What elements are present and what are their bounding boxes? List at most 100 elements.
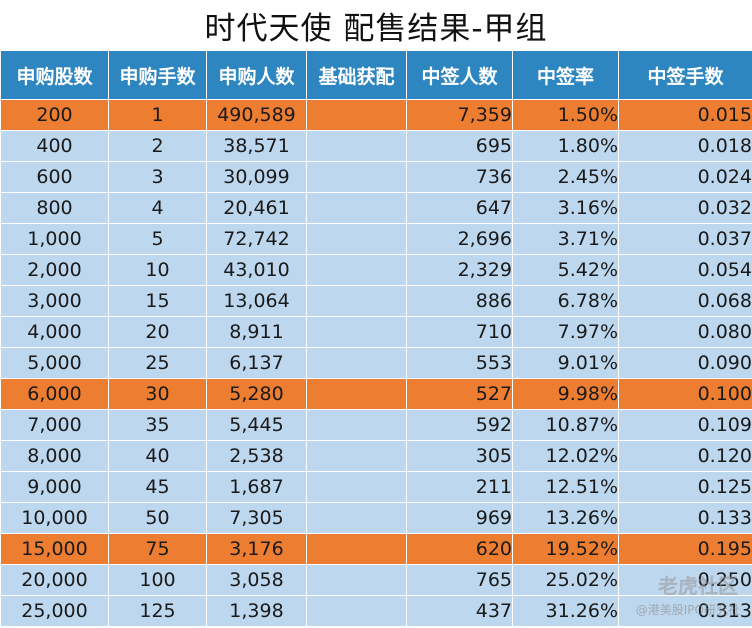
cell-applicants: 7,305 <box>206 502 307 534</box>
cell-base-allotment <box>306 130 407 162</box>
table-row: 15,000 75 3,176 620 19.52% 0.195 <box>0 533 752 565</box>
cell-shares: 9,000 <box>0 471 109 503</box>
cell-win-lots: 0.015 <box>618 99 752 131</box>
cell-win-lots: 0.120 <box>618 440 752 472</box>
cell-base-allotment <box>306 254 407 286</box>
watermark-logo-text: 老虎社区 <box>658 574 738 598</box>
cell-base-allotment <box>306 533 407 565</box>
cell-rate: 19.52% <box>512 533 619 565</box>
cell-applicants: 72,742 <box>206 223 307 255</box>
cell-shares: 1,000 <box>0 223 109 255</box>
cell-rate: 10.87% <box>512 409 619 441</box>
cell-base-allotment <box>306 595 407 627</box>
cell-lots: 40 <box>108 440 207 472</box>
cell-rate: 13.26% <box>512 502 619 534</box>
cell-rate: 1.50% <box>512 99 619 131</box>
cell-applicants: 2,538 <box>206 440 307 472</box>
cell-applicants: 6,137 <box>206 347 307 379</box>
cell-winners: 2,329 <box>406 254 513 286</box>
table-row: 1,000 5 72,742 2,696 3.71% 0.037 <box>0 223 752 255</box>
cell-lots: 50 <box>108 502 207 534</box>
cell-winners: 437 <box>406 595 513 627</box>
cell-win-lots: 0.018 <box>618 130 752 162</box>
header-applicants: 申购人数 <box>206 50 307 100</box>
cell-base-allotment <box>306 409 407 441</box>
table-row: 4,000 20 8,911 710 7.97% 0.080 <box>0 316 752 348</box>
cell-winners: 7,359 <box>406 99 513 131</box>
table-row: 600 3 30,099 736 2.45% 0.024 <box>0 161 752 193</box>
table-row: 400 2 38,571 695 1.80% 0.018 <box>0 130 752 162</box>
header-win-lots: 中签手数 <box>618 50 752 100</box>
cell-lots: 30 <box>108 378 207 410</box>
cell-lots: 15 <box>108 285 207 317</box>
cell-lots: 10 <box>108 254 207 286</box>
cell-win-lots: 0.054 <box>618 254 752 286</box>
cell-lots: 45 <box>108 471 207 503</box>
cell-base-allotment <box>306 471 407 503</box>
cell-base-allotment <box>306 223 407 255</box>
cell-rate: 9.01% <box>512 347 619 379</box>
table-row: 9,000 45 1,687 211 12.51% 0.125 <box>0 471 752 503</box>
cell-applicants: 20,461 <box>206 192 307 224</box>
cell-lots: 3 <box>108 161 207 193</box>
cell-win-lots: 0.250 <box>618 564 752 596</box>
cell-shares: 20,000 <box>0 564 109 596</box>
table-row: 800 4 20,461 647 3.16% 0.032 <box>0 192 752 224</box>
cell-shares: 2,000 <box>0 254 109 286</box>
cell-win-lots: 0.133 <box>618 502 752 534</box>
cell-base-allotment <box>306 285 407 317</box>
table-header-row: 申购股数 申购手数 申购人数 基础获配 中签人数 中签率 中签手数 <box>0 50 752 100</box>
cell-win-lots: 0.090 <box>618 347 752 379</box>
cell-winners: 736 <box>406 161 513 193</box>
cell-base-allotment <box>306 161 407 193</box>
cell-rate: 3.16% <box>512 192 619 224</box>
cell-winners: 527 <box>406 378 513 410</box>
cell-shares: 400 <box>0 130 109 162</box>
cell-rate: 12.02% <box>512 440 619 472</box>
cell-applicants: 1,687 <box>206 471 307 503</box>
cell-lots: 25 <box>108 347 207 379</box>
header-lots: 申购手数 <box>108 50 207 100</box>
cell-winners: 620 <box>406 533 513 565</box>
cell-base-allotment <box>306 502 407 534</box>
header-rate: 中签率 <box>512 50 619 100</box>
table-row: 3,000 15 13,064 886 6.78% 0.068 <box>0 285 752 317</box>
cell-rate: 2.45% <box>512 161 619 193</box>
cell-rate: 1.80% <box>512 130 619 162</box>
cell-win-lots: 0.195 <box>618 533 752 565</box>
cell-applicants: 490,589 <box>206 99 307 131</box>
cell-rate: 6.78% <box>512 285 619 317</box>
cell-lots: 35 <box>108 409 207 441</box>
cell-rate: 9.98% <box>512 378 619 410</box>
cell-shares: 25,000 <box>0 595 109 627</box>
cell-base-allotment <box>306 347 407 379</box>
cell-shares: 800 <box>0 192 109 224</box>
cell-win-lots: 0.080 <box>618 316 752 348</box>
cell-shares: 7,000 <box>0 409 109 441</box>
cell-applicants: 8,911 <box>206 316 307 348</box>
cell-winners: 710 <box>406 316 513 348</box>
cell-lots: 20 <box>108 316 207 348</box>
table-row: 25,000 125 1,398 437 31.26% 0.313 <box>0 595 752 627</box>
table-row: 5,000 25 6,137 553 9.01% 0.090 <box>0 347 752 379</box>
cell-base-allotment <box>306 564 407 596</box>
cell-rate: 5.42% <box>512 254 619 286</box>
cell-lots: 1 <box>108 99 207 131</box>
cell-rate: 7.97% <box>512 316 619 348</box>
cell-shares: 6,000 <box>0 378 109 410</box>
cell-shares: 600 <box>0 161 109 193</box>
cell-winners: 886 <box>406 285 513 317</box>
cell-win-lots: 0.037 <box>618 223 752 255</box>
cell-lots: 2 <box>108 130 207 162</box>
cell-winners: 765 <box>406 564 513 596</box>
table-row: 7,000 35 5,445 592 10.87% 0.109 <box>0 409 752 441</box>
cell-win-lots: 0.068 <box>618 285 752 317</box>
cell-applicants: 5,280 <box>206 378 307 410</box>
cell-winners: 2,696 <box>406 223 513 255</box>
cell-win-lots: 0.100 <box>618 378 752 410</box>
cell-winners: 305 <box>406 440 513 472</box>
table-row: 10,000 50 7,305 969 13.26% 0.133 <box>0 502 752 534</box>
cell-lots: 5 <box>108 223 207 255</box>
table-row: 6,000 30 5,280 527 9.98% 0.100 <box>0 378 752 410</box>
watermark-author: @港美股IPO研究社 <box>635 603 740 617</box>
